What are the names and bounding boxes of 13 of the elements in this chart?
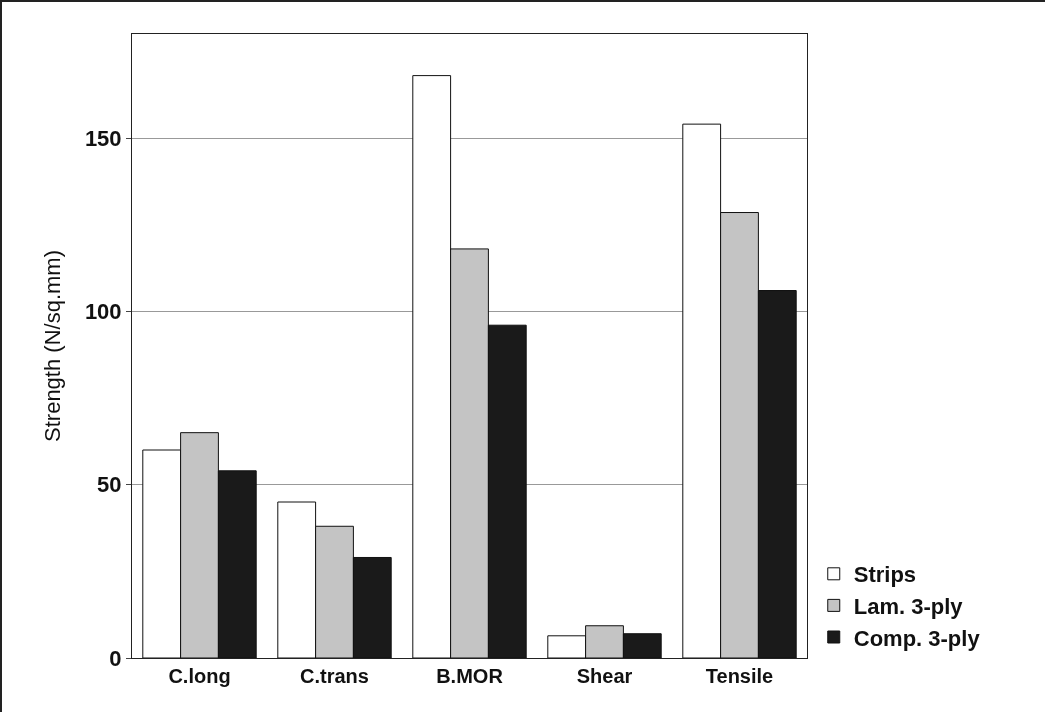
legend-label: Strips xyxy=(853,562,917,588)
x-tick-label: Tensile xyxy=(705,665,774,687)
x-tick-label: Shear xyxy=(576,665,633,687)
y-tick-label: 100 xyxy=(84,299,122,325)
y-axis-title: Strength (N/sq.mm) xyxy=(39,250,65,442)
legend-label: Lam. 3-ply xyxy=(853,593,964,619)
y-tick-label: 50 xyxy=(97,472,122,498)
x-tick-label: B.MOR xyxy=(436,665,504,687)
x-tick-label: C.trans xyxy=(300,665,369,687)
legend-label: Comp. 3-ply xyxy=(853,625,981,651)
y-tick-label: 150 xyxy=(84,125,122,151)
x-tick-label: C.long xyxy=(168,665,231,687)
y-tick-label: 0 xyxy=(109,645,122,671)
